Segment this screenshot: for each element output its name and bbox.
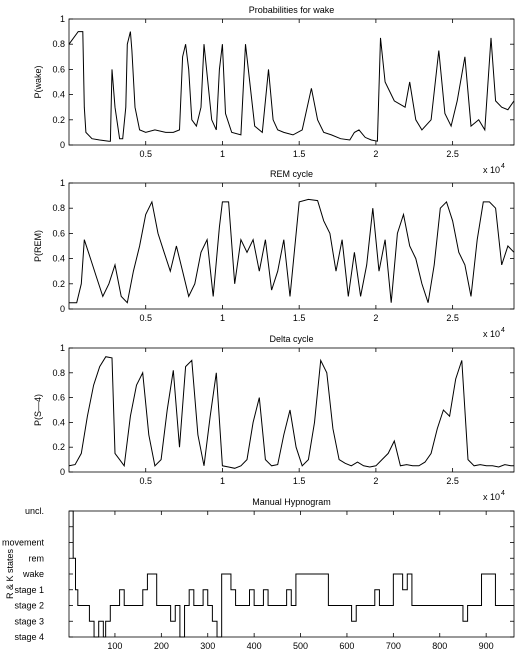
x-multiplier-exponent: 4 (501, 327, 505, 334)
y-category-label: stage 3 (14, 616, 44, 626)
chart-title: REM cycle (270, 169, 313, 179)
x-multiplier-label: x 10 (483, 329, 500, 339)
x-tick-label: 2 (373, 313, 378, 323)
y-tick-label: 0.4 (52, 254, 65, 264)
x-tick-label: 700 (386, 641, 401, 651)
y-category-label: stage 4 (14, 632, 44, 642)
y-tick-label: 0.2 (52, 442, 65, 452)
x-tick-label: 200 (154, 641, 169, 651)
rem-cycle-panel: REM cycle P(REM) 0.5 1 1.5 2 2.5 0 0.2 0.4 0.6 0.8 1… (33, 169, 515, 339)
x-tick-label: 1 (220, 476, 225, 486)
wake-probability-panel: Probabilities for wake P(wake) 0.5 1 1.5 2 2.5… (33, 5, 515, 175)
x-tick-label: 400 (247, 641, 262, 651)
delta-cycle-panel: Delta cycle P(S—4) 0.5 1 1.5 2 2.5 0 0.2 0.4 0.6 0.… (33, 334, 515, 502)
x-tick-label: 100 (107, 641, 122, 651)
y-tick-label: 1 (60, 343, 65, 353)
series-line-0 (68, 31, 515, 142)
y-axis-label: R & K states (5, 548, 15, 599)
x-tick-label: 0.5 (139, 313, 152, 323)
x-tick-label: 1 (220, 149, 225, 159)
y-tick-label: 0.8 (52, 39, 65, 49)
x-multiplier-exponent: 4 (501, 163, 505, 170)
y-tick-label: 0.4 (52, 90, 65, 100)
x-multiplier-label: x 10 (483, 492, 500, 502)
x-tick-label: 2 (373, 149, 378, 159)
x-tick-label: 2.5 (446, 313, 459, 323)
x-tick-label: 0.5 (139, 149, 152, 159)
y-tick-label: 0.6 (52, 393, 65, 403)
x-multiplier-exponent: 4 (501, 490, 505, 497)
series-line-0 (69, 198, 515, 304)
x-tick-label: 1 (220, 313, 225, 323)
x-tick-label: 1.5 (293, 476, 306, 486)
y-tick-label: 0.6 (52, 64, 65, 74)
y-tick-label: 1 (60, 178, 65, 188)
x-tick-label: 500 (293, 641, 308, 651)
x-tick-label: 0.5 (139, 476, 152, 486)
y-tick-label: 0.6 (52, 228, 65, 238)
y-axis-label: P(S—4) (33, 394, 43, 426)
y-category-label: uncl. (25, 506, 44, 516)
x-tick-label: 1.5 (293, 149, 306, 159)
y-axis-label: P(wake) (33, 65, 43, 98)
x-tick-label: 300 (200, 641, 215, 651)
x-tick-label: 600 (339, 641, 354, 651)
series-line-0 (68, 356, 514, 469)
y-tick-label: 0.8 (52, 203, 65, 213)
chart-title: Probabilities for wake (249, 5, 335, 15)
y-category-label: movement (2, 538, 45, 548)
hypnogram-panel: Manual Hypnogram R & K states 100 200 300 400… (2, 497, 515, 651)
chart-title: Delta cycle (269, 334, 313, 344)
y-tick-label: 0 (60, 304, 65, 314)
y-category-label: wake (22, 569, 44, 579)
series-line-0 (69, 510, 514, 638)
x-tick-label: 2.5 (446, 476, 459, 486)
axes-box (68, 347, 515, 473)
x-multiplier-label: x 10 (483, 165, 500, 175)
x-tick-label: 1.5 (293, 313, 306, 323)
axes-box (68, 18, 515, 146)
y-category-label: rem (29, 553, 45, 563)
x-tick-label: 800 (432, 641, 447, 651)
y-tick-label: 0 (60, 140, 65, 150)
axes-box (68, 182, 515, 310)
axes-box (68, 510, 515, 638)
y-tick-label: 0.4 (52, 417, 65, 427)
y-tick-label: 0.2 (52, 115, 65, 125)
y-category-label: stage 1 (14, 585, 44, 595)
y-tick-label: 0 (60, 467, 65, 477)
y-category-label: stage 2 (14, 601, 44, 611)
y-axis-label: P(REM) (33, 230, 43, 262)
y-tick-label: 0.8 (52, 368, 65, 378)
y-tick-label: 1 (60, 14, 65, 24)
y-tick-label: 0.2 (52, 279, 65, 289)
x-tick-label: 2.5 (446, 149, 459, 159)
chart-title: Manual Hypnogram (252, 497, 331, 507)
x-tick-label: 2 (373, 476, 378, 486)
x-tick-label: 900 (479, 641, 494, 651)
